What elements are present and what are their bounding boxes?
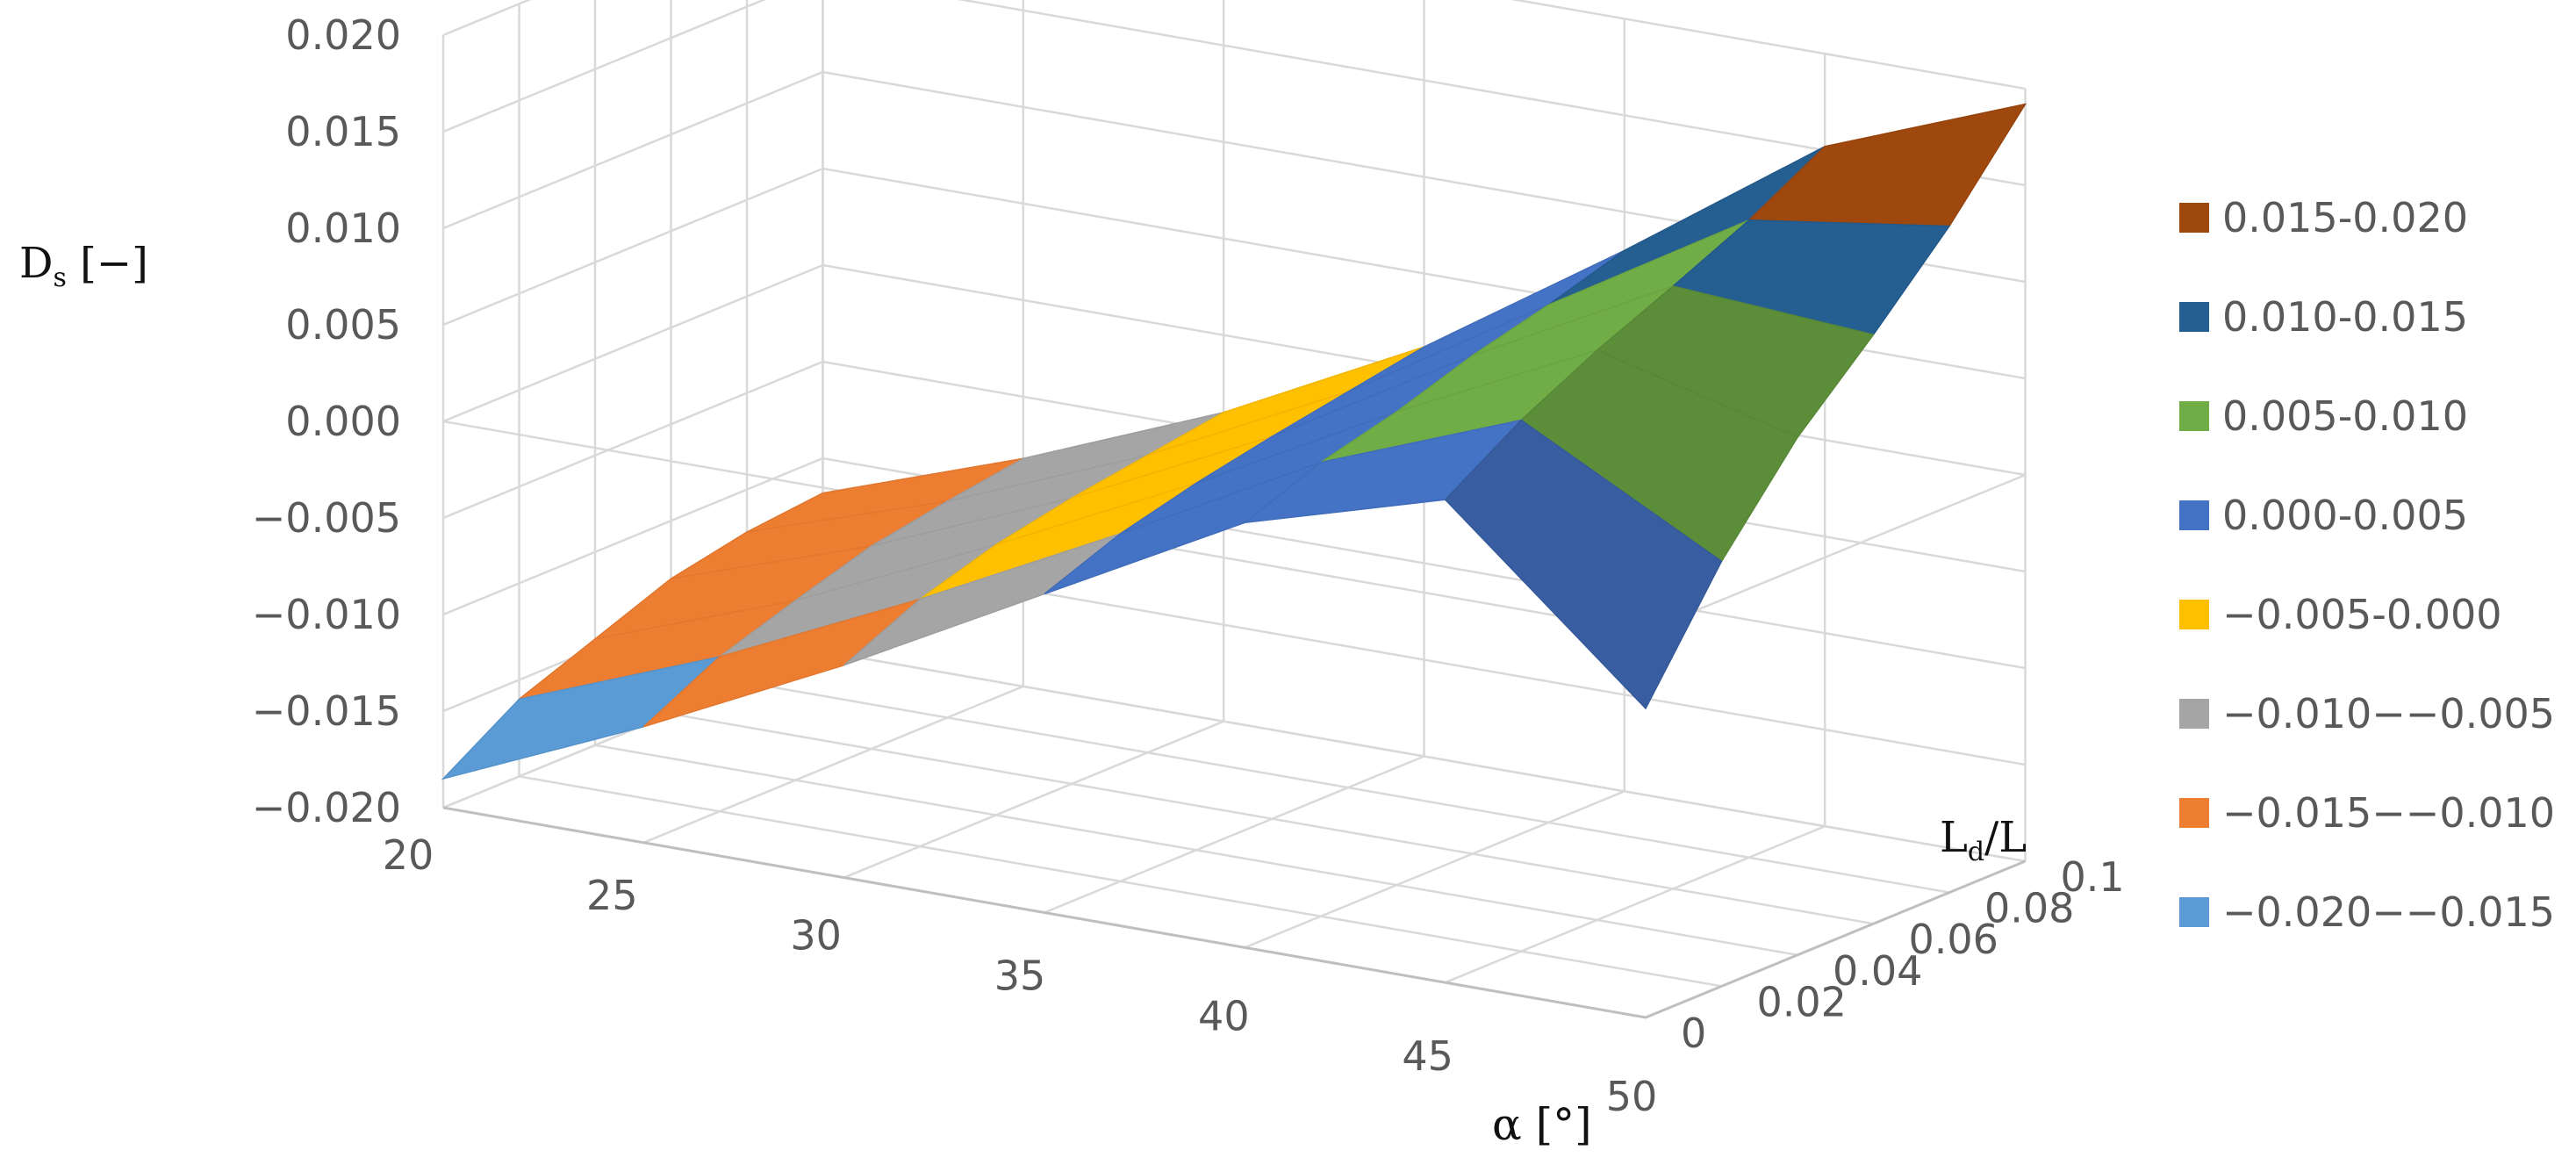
legend-swatch bbox=[2179, 897, 2209, 927]
legend: 0.015-0.020 0.010-0.015 0.005-0.010 0.000-0… bbox=[2179, 194, 2555, 936]
z-axis-title: Ds [−] bbox=[19, 239, 148, 293]
legend-label: −0.010−−0.005 bbox=[2222, 690, 2555, 737]
z-tick-label: −0.020 bbox=[252, 784, 401, 831]
surface-patch bbox=[1444, 419, 1723, 710]
floor-gridline-alpha bbox=[1044, 755, 1424, 914]
legend-item: −0.005-0.000 bbox=[2179, 591, 2502, 638]
y-tick-label: 0 bbox=[1681, 1010, 1706, 1057]
legend-swatch bbox=[2179, 500, 2209, 530]
legend-label: 0.005-0.010 bbox=[2222, 392, 2468, 440]
legend-label: 0.000-0.005 bbox=[2222, 492, 2468, 539]
floor-gridline-alpha bbox=[1445, 825, 1826, 984]
z-axis-title-rest: [−] bbox=[67, 239, 148, 288]
legend-item: −0.020−−0.015 bbox=[2179, 888, 2555, 936]
z-tick-label: 0.015 bbox=[285, 108, 401, 155]
legend-item: 0.010-0.015 bbox=[2179, 293, 2468, 341]
z-tick-label: 0.020 bbox=[285, 11, 401, 59]
wall-gridline-z bbox=[442, 0, 2026, 90]
x-tick-label: 30 bbox=[790, 912, 842, 960]
legend-item: 0.015-0.020 bbox=[2179, 194, 2468, 241]
z-tick-label: 0.010 bbox=[285, 205, 401, 252]
y-axis-title-sub: d bbox=[1968, 837, 1984, 867]
x-tick-label: 35 bbox=[994, 953, 1046, 1000]
x-tick-label: 20 bbox=[383, 831, 434, 879]
y-tick-label: 0.04 bbox=[1833, 947, 1922, 995]
legend-swatch bbox=[2179, 699, 2209, 729]
y-tick-label: 0.06 bbox=[1909, 916, 1998, 963]
z-tick-label: 0.005 bbox=[285, 301, 401, 349]
x-tick-label: 45 bbox=[1402, 1032, 1453, 1080]
axis-tick-labels: −0.020 −0.015 −0.010 −0.005 0.000 0.005 0.010 0… bbox=[252, 11, 2125, 1120]
z-axis-title-sub: s bbox=[53, 262, 66, 293]
legend-label: −0.020−−0.015 bbox=[2222, 888, 2555, 936]
floor-gridline-alpha bbox=[1244, 790, 1625, 949]
z-tick-label: −0.005 bbox=[252, 494, 401, 542]
legend-item: −0.015−−0.010 bbox=[2179, 789, 2555, 837]
floor-gridline-ld bbox=[671, 712, 1874, 925]
wall-gridline-z bbox=[442, 70, 2026, 284]
floor-gridline-ld bbox=[519, 775, 1722, 988]
z-tick-label: −0.015 bbox=[252, 687, 401, 735]
y-axis-title: Ld/L bbox=[1940, 813, 2027, 867]
legend-swatch bbox=[2179, 302, 2209, 332]
legend-item: −0.010−−0.005 bbox=[2179, 690, 2555, 737]
y-tick-label: 0.1 bbox=[2061, 853, 2125, 901]
legend-label: −0.015−−0.010 bbox=[2222, 789, 2555, 837]
x-tick-label: 50 bbox=[1606, 1073, 1658, 1120]
legend-swatch bbox=[2179, 203, 2209, 233]
y-tick-label: 0.08 bbox=[1984, 885, 2074, 932]
floor-gridline-alpha bbox=[843, 720, 1224, 879]
y-axis-title-rest: /L bbox=[1984, 813, 2027, 862]
x-axis-title: α [°] bbox=[1492, 1099, 1592, 1150]
z-axis-title-base: D bbox=[19, 239, 53, 288]
floor-gridline-ld bbox=[594, 744, 1798, 957]
x-tick-label: 40 bbox=[1198, 992, 1250, 1039]
legend-item: 0.005-0.010 bbox=[2179, 392, 2468, 440]
wall-gridline-z bbox=[442, 0, 2026, 187]
y-tick-label: 0.02 bbox=[1757, 978, 1847, 1025]
surface-layer bbox=[441, 103, 2027, 780]
legend-label: 0.010-0.015 bbox=[2222, 293, 2468, 341]
x-tick-label: 25 bbox=[586, 872, 638, 919]
legend-swatch bbox=[2179, 798, 2209, 828]
floor-gridline-ld bbox=[746, 681, 1950, 894]
legend-label: 0.015-0.020 bbox=[2222, 194, 2468, 241]
legend-item: 0.000-0.005 bbox=[2179, 492, 2468, 539]
z-tick-label: 0.000 bbox=[285, 398, 401, 445]
floor-front-edge bbox=[442, 806, 2027, 1019]
floor-gridline-alpha bbox=[642, 685, 1024, 844]
legend-swatch bbox=[2179, 401, 2209, 431]
legend-label: −0.005-0.000 bbox=[2222, 591, 2502, 638]
y-axis-title-base: L bbox=[1940, 813, 1968, 862]
legend-swatch bbox=[2179, 600, 2209, 629]
z-tick-label: −0.010 bbox=[252, 591, 401, 638]
